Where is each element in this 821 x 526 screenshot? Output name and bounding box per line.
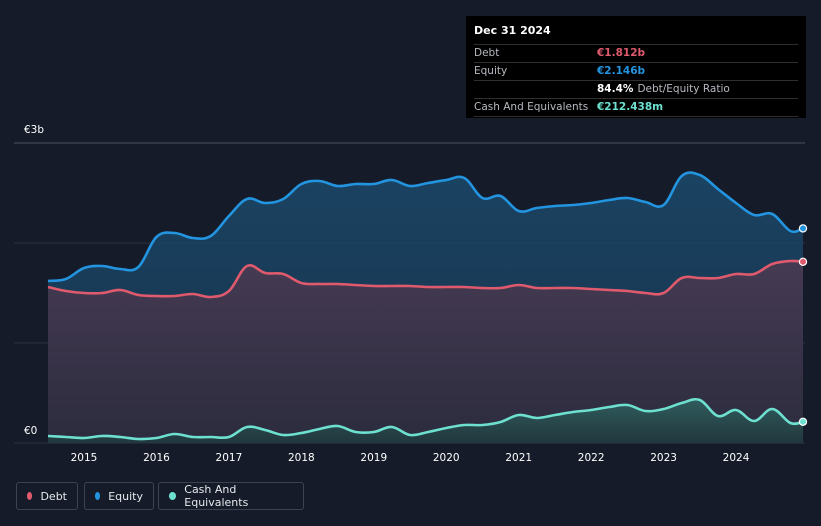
cash-area [48,399,803,443]
tooltip-ratio-value: 84.4% [597,83,634,95]
series-lines [47,171,804,441]
x-tick-label: 2015 [71,452,98,464]
x-tick-label: 2023 [650,452,677,464]
legend-cash-label: Cash And Equivalents [184,483,249,509]
tooltip-cash-label: Cash And Equivalents [474,101,589,113]
tooltip-row-equity: Equity €2.146b [474,62,798,80]
cash-line [47,397,804,441]
tooltip-row-ratio: 84.4% Debt/Equity Ratio [474,80,798,98]
cash-legend-dot-icon [169,492,177,500]
tooltip-cash-value: €212.438m [597,101,664,113]
x-tick-label: 2022 [578,452,605,464]
equity-legend-dot-icon [95,492,101,500]
equity-line [47,171,804,283]
x-axis-ticks: 2015 2016 2017 2018 2019 2020 2021 2022 2023 2024 [71,452,750,464]
end-markers [798,224,808,426]
cash-end-marker [798,417,808,426]
debt-legend-dot-icon [27,492,33,500]
x-tick-label: 2017 [216,452,243,464]
x-tick-label: 2021 [505,452,532,464]
x-tick-label: 2016 [143,452,170,464]
tooltip-row-cash: Cash And Equivalents €212.438m [474,98,798,117]
tooltip-debt-label: Debt [474,47,500,59]
tooltip-debt-value: €1.812b [597,47,646,59]
tooltip-equity-value: €2.146b [597,65,646,77]
legend-item-debt[interactable]: Debt [16,482,78,510]
x-tick-label: 2024 [723,452,750,464]
legend-equity-label: Equity [108,489,143,503]
x-tick-label: 2019 [360,452,387,464]
x-tick-label: 2020 [433,452,460,464]
debt-area [48,260,803,443]
data-tooltip: Dec 31 2024 Debt €1.812b Equity €2.146b … [466,16,806,118]
legend-item-equity[interactable]: Equity [84,482,154,510]
debt-end-marker [798,257,808,266]
tooltip-date: Dec 31 2024 [474,24,551,37]
tooltip-equity-label: Equity [474,65,508,77]
tooltip-ratio-label [474,81,597,98]
x-tick-label: 2018 [288,452,315,464]
y-axis-top-label: €3b [24,124,45,136]
series-areas [48,172,803,443]
tooltip-ratio-caption: Debt/Equity Ratio [637,83,730,95]
legend-debt-label: Debt [40,489,67,503]
y-axis-bottom-label: €0 [24,425,38,437]
equity-end-marker [798,224,808,233]
legend-item-cash[interactable]: Cash And Equivalents [158,482,304,510]
debt-line [47,259,804,299]
tooltip-row-debt: Debt €1.812b [474,44,798,62]
